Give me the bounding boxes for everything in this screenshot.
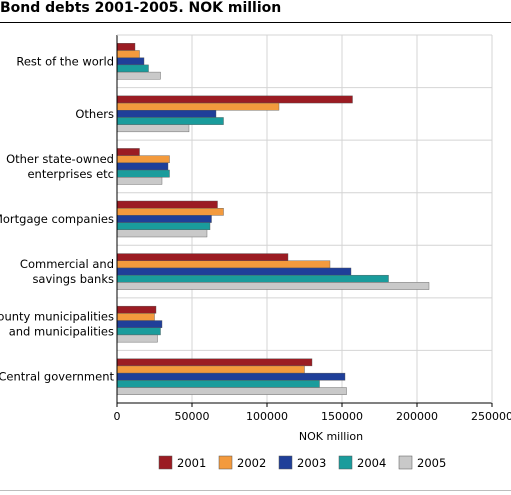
legend: 2001 2002 2003 2004 2005 bbox=[158, 455, 446, 470]
legend-label-2001: 2001 bbox=[177, 456, 206, 470]
bar-2003 bbox=[116, 267, 352, 276]
legend-swatch-2003 bbox=[278, 455, 293, 470]
bar-2004 bbox=[116, 64, 149, 73]
legend-label-2005: 2005 bbox=[417, 456, 446, 470]
category-label: Others bbox=[75, 107, 114, 121]
x-tick-label: 100000 bbox=[246, 410, 288, 423]
x-tick-label: 200000 bbox=[396, 410, 438, 423]
category-label: enterprises etc bbox=[27, 167, 114, 181]
bar-2003 bbox=[116, 215, 212, 223]
bar-2002 bbox=[116, 155, 170, 164]
bar-2004 bbox=[116, 327, 161, 336]
category-labels: Rest of the world Others Other state-owned… bbox=[0, 54, 114, 383]
x-axis-label: NOK million bbox=[299, 430, 363, 443]
bar-2005 bbox=[116, 334, 158, 343]
bar-2003 bbox=[116, 320, 163, 328]
bar-2002 bbox=[116, 207, 224, 216]
x-tick-label: 250000 bbox=[471, 410, 511, 423]
bar-2002 bbox=[116, 102, 280, 111]
bottom-divider bbox=[0, 490, 511, 491]
category-label: savings banks bbox=[32, 272, 114, 286]
bar-2005 bbox=[116, 71, 161, 80]
bar-2005 bbox=[116, 282, 430, 290]
bar-2004 bbox=[116, 222, 211, 231]
bar-2001 bbox=[116, 358, 313, 367]
bar-2005 bbox=[116, 177, 163, 185]
legend-label-2004: 2004 bbox=[357, 456, 386, 470]
bar-2005 bbox=[116, 124, 190, 133]
bar-2002 bbox=[116, 260, 331, 269]
bar-2004 bbox=[116, 274, 389, 283]
x-tick-label: 150000 bbox=[321, 410, 363, 423]
legend-label-2002: 2002 bbox=[237, 456, 266, 470]
bar-2003 bbox=[116, 110, 217, 118]
bar-2001 bbox=[116, 43, 136, 51]
bar-2001 bbox=[116, 148, 140, 156]
legend-swatch-2002 bbox=[218, 455, 233, 470]
legend-label-2003: 2003 bbox=[297, 456, 326, 470]
bar-2001 bbox=[116, 95, 353, 104]
bar-2003 bbox=[116, 57, 145, 66]
bar-2005 bbox=[116, 387, 347, 395]
bar-2002 bbox=[116, 365, 305, 374]
x-tick-labels: 0 50000 100000 150000 200000 250000 bbox=[114, 403, 511, 423]
legend-swatch-2005 bbox=[398, 455, 413, 470]
category-label: Mortgage companies bbox=[0, 212, 114, 226]
category-label: Central government bbox=[0, 370, 114, 384]
category-label: Rest of the world bbox=[16, 54, 114, 68]
bars bbox=[116, 43, 430, 395]
bar-2004 bbox=[116, 117, 224, 125]
bar-2004 bbox=[116, 380, 320, 388]
plot-frame bbox=[116, 34, 493, 404]
bar-2002 bbox=[116, 50, 140, 58]
legend-swatch-2004 bbox=[338, 455, 353, 470]
bar-2003 bbox=[116, 372, 346, 381]
bar-2002 bbox=[116, 313, 155, 321]
category-label: Other state-owned bbox=[6, 152, 114, 166]
bar-2001 bbox=[116, 200, 218, 209]
title-divider bbox=[0, 22, 511, 23]
bar-2004 bbox=[116, 169, 170, 178]
legend-swatch-2001 bbox=[158, 455, 173, 470]
bar-2005 bbox=[116, 229, 208, 238]
bar-2001 bbox=[116, 253, 289, 261]
x-tick-label: 50000 bbox=[175, 410, 210, 423]
category-label: Commercial and bbox=[20, 257, 114, 271]
category-label: County municipalities bbox=[0, 310, 114, 324]
bar-2003 bbox=[116, 162, 169, 171]
category-label: and municipalities bbox=[9, 325, 114, 339]
x-tick-label: 0 bbox=[114, 410, 121, 423]
bar-2001 bbox=[116, 305, 157, 314]
chart-title: Bond debts 2001-2005. NOK million bbox=[0, 0, 282, 16]
